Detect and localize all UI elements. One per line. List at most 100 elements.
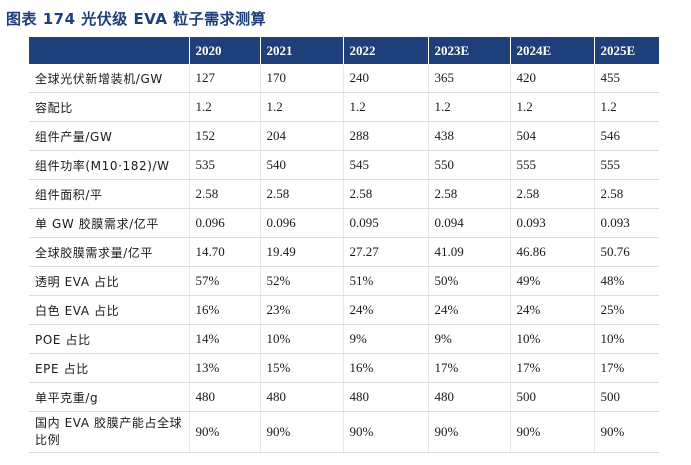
header-year: 2025E [594, 37, 659, 64]
header-row: 2020 2021 2022 2023E 2024E 2025E [29, 37, 659, 64]
table-row: POE 占比 14% 10% 9% 9% 10% 10% [29, 324, 659, 354]
table-cell: 127 [189, 64, 261, 93]
table-row: 组件产量/GW 152 204 288 438 504 546 [29, 121, 659, 151]
table-cell: 1.2 [510, 92, 595, 122]
table-cell: 2.58 [428, 179, 511, 209]
table-cell: 0.095 [343, 208, 429, 238]
table-cell: 14.70 [189, 237, 261, 267]
table-cell: 1.2 [428, 92, 511, 122]
table-row: 容配比 1.2 1.2 1.2 1.2 1.2 1.2 [29, 92, 659, 122]
header-year: 2022 [343, 37, 429, 64]
table-cell: 90% [189, 411, 261, 453]
row-label: EPE 占比 [29, 353, 190, 383]
table-cell: 23% [260, 295, 344, 325]
table-cell: 41.09 [428, 237, 511, 267]
table-cell: 52% [260, 266, 344, 296]
table-cell: 46.86 [510, 237, 595, 267]
table-cell: 14% [189, 324, 261, 354]
table-cell: 9% [343, 324, 429, 354]
table-cell: 50% [428, 266, 511, 296]
table-cell: 27.27 [343, 237, 429, 267]
table-cell: 545 [343, 150, 429, 180]
header-year: 2024E [510, 37, 595, 64]
table-row: 组件面积/平 2.58 2.58 2.58 2.58 2.58 2.58 [29, 179, 659, 209]
table-cell: 19.49 [260, 237, 344, 267]
table-row: 透明 EVA 占比 57% 52% 51% 50% 49% 48% [29, 266, 659, 296]
row-label: 透明 EVA 占比 [29, 266, 190, 296]
table-cell: 24% [510, 295, 595, 325]
table-cell: 10% [594, 324, 659, 354]
table-row: 单 GW 胶膜需求/亿平 0.096 0.096 0.095 0.094 0.093 0.0… [29, 208, 659, 238]
table-cell: 0.096 [260, 208, 344, 238]
table-cell: 0.093 [510, 208, 595, 238]
table-cell: 50.76 [594, 237, 659, 267]
table-cell: 480 [260, 382, 344, 412]
row-label: 单平克重/g [29, 382, 190, 412]
table-cell: 24% [343, 295, 429, 325]
table-cell: 90% [343, 411, 429, 453]
table-cell: 2.58 [260, 179, 344, 209]
table-cell: 90% [594, 411, 659, 453]
table-cell: 480 [189, 382, 261, 412]
table-cell: 57% [189, 266, 261, 296]
table-cell: 17% [428, 353, 511, 383]
header-year: 2023E [428, 37, 511, 64]
table-cell: 90% [260, 411, 344, 453]
row-label: POE 占比 [29, 324, 190, 354]
table-cell: 17% [510, 353, 595, 383]
header-year: 2020 [189, 37, 261, 64]
row-label: 国内 EVA 胶膜产能占全球比例 [29, 411, 190, 453]
table-cell: 0.094 [428, 208, 511, 238]
table-cell: 9% [428, 324, 511, 354]
table-cell: 0.096 [189, 208, 261, 238]
table-cell: 420 [510, 64, 595, 93]
figure-title: 图表 174 光伏级 EVA 粒子需求测算 [6, 10, 267, 28]
table-cell: 500 [510, 382, 595, 412]
table-cell: 555 [510, 150, 595, 180]
table-cell: 90% [510, 411, 595, 453]
table-cell: 13% [189, 353, 261, 383]
table-cell: 480 [428, 382, 511, 412]
table-row: EPE 占比 13% 15% 16% 17% 17% 17% [29, 353, 659, 383]
table-cell: 500 [594, 382, 659, 412]
table-cell: 10% [260, 324, 344, 354]
table-body: 全球光伏新增装机/GW 127 170 240 365 420 455 容配比 1.2 1.2 1.… [29, 64, 659, 453]
table-cell: 2.58 [343, 179, 429, 209]
table-cell: 16% [343, 353, 429, 383]
table-cell: 24% [428, 295, 511, 325]
table-cell: 49% [510, 266, 595, 296]
table-cell: 152 [189, 121, 261, 151]
table-cell: 204 [260, 121, 344, 151]
table-row: 白色 EVA 占比 16% 23% 24% 24% 24% 25% [29, 295, 659, 325]
row-label: 全球胶膜需求量/亿平 [29, 237, 190, 267]
table-cell: 540 [260, 150, 344, 180]
header-corner [29, 37, 190, 64]
row-label: 白色 EVA 占比 [29, 295, 190, 325]
table-cell: 1.2 [260, 92, 344, 122]
table-cell: 1.2 [343, 92, 429, 122]
table-cell: 504 [510, 121, 595, 151]
table-cell: 10% [510, 324, 595, 354]
table-cell: 480 [343, 382, 429, 412]
table-cell: 240 [343, 64, 429, 93]
table-cell: 51% [343, 266, 429, 296]
row-label: 组件产量/GW [29, 121, 190, 151]
table-cell: 1.2 [189, 92, 261, 122]
table-cell: 455 [594, 64, 659, 93]
header-year: 2021 [260, 37, 344, 64]
table-cell: 0.093 [594, 208, 659, 238]
table-cell: 550 [428, 150, 511, 180]
table-cell: 2.58 [594, 179, 659, 209]
table-cell: 15% [260, 353, 344, 383]
table-cell: 48% [594, 266, 659, 296]
table-cell: 365 [428, 64, 511, 93]
table-cell: 438 [428, 121, 511, 151]
table-cell: 2.58 [189, 179, 261, 209]
row-label: 组件面积/平 [29, 179, 190, 209]
table-cell: 555 [594, 150, 659, 180]
table-cell: 90% [428, 411, 511, 453]
eva-demand-table: 2020 2021 2022 2023E 2024E 2025E 全球光伏新增装机/GW 1… [29, 37, 659, 453]
table-cell: 2.58 [510, 179, 595, 209]
table-row: 全球胶膜需求量/亿平 14.70 19.49 27.27 41.09 46.86 50.76 [29, 237, 659, 267]
